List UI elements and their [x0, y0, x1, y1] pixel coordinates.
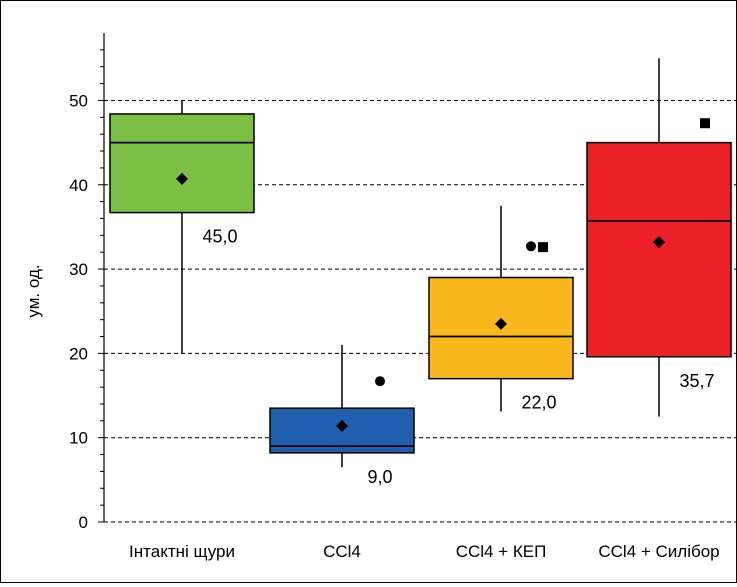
outlier-point — [375, 376, 385, 387]
y-tick-label-0: 0 — [79, 513, 88, 532]
outlier-point — [526, 241, 536, 252]
axes: 0 10 20 30 40 50 — [69, 33, 105, 532]
y-tick-label-10: 10 — [69, 429, 88, 448]
median-value-label: 22,0 — [521, 393, 556, 413]
median-value-label: 9,0 — [367, 467, 392, 487]
mean-marker — [653, 236, 665, 249]
iqr-box — [109, 113, 255, 214]
y-tick-label-20: 20 — [69, 344, 88, 363]
box-group-0: 45,0 Інтактні щури — [109, 100, 255, 561]
x-category-label: CCl4 — [323, 542, 361, 561]
box-group-1: 9,0 CCl4 — [269, 344, 415, 561]
y-tick-label-50: 50 — [69, 91, 88, 110]
y-tick-label-30: 30 — [69, 260, 88, 279]
mean-marker — [176, 172, 188, 185]
extreme-point — [538, 242, 548, 253]
y-tick-label-40: 40 — [69, 176, 88, 195]
box-group-3: 35,7 CCl4 + Силібор — [586, 58, 732, 561]
y-axis-title: ум. од. — [24, 264, 43, 317]
box-group-2: 22,0 CCl4 + КЕП — [428, 205, 574, 561]
median-value-label: 35,7 — [679, 371, 714, 391]
mean-marker — [495, 317, 507, 330]
mean-marker — [336, 419, 348, 432]
x-category-label: CCl4 + Силібор — [598, 542, 719, 561]
median-value-label: 45,0 — [202, 227, 237, 247]
extreme-point — [700, 118, 710, 129]
x-category-label: Інтактні щури — [129, 542, 235, 561]
iqr-box — [586, 141, 732, 358]
box-series: 45,0 Інтактні щури 9,0 CCl4 22,0 CCl4 + КЕП 35… — [109, 58, 732, 561]
x-category-label: CCl4 + КЕП — [456, 542, 547, 561]
